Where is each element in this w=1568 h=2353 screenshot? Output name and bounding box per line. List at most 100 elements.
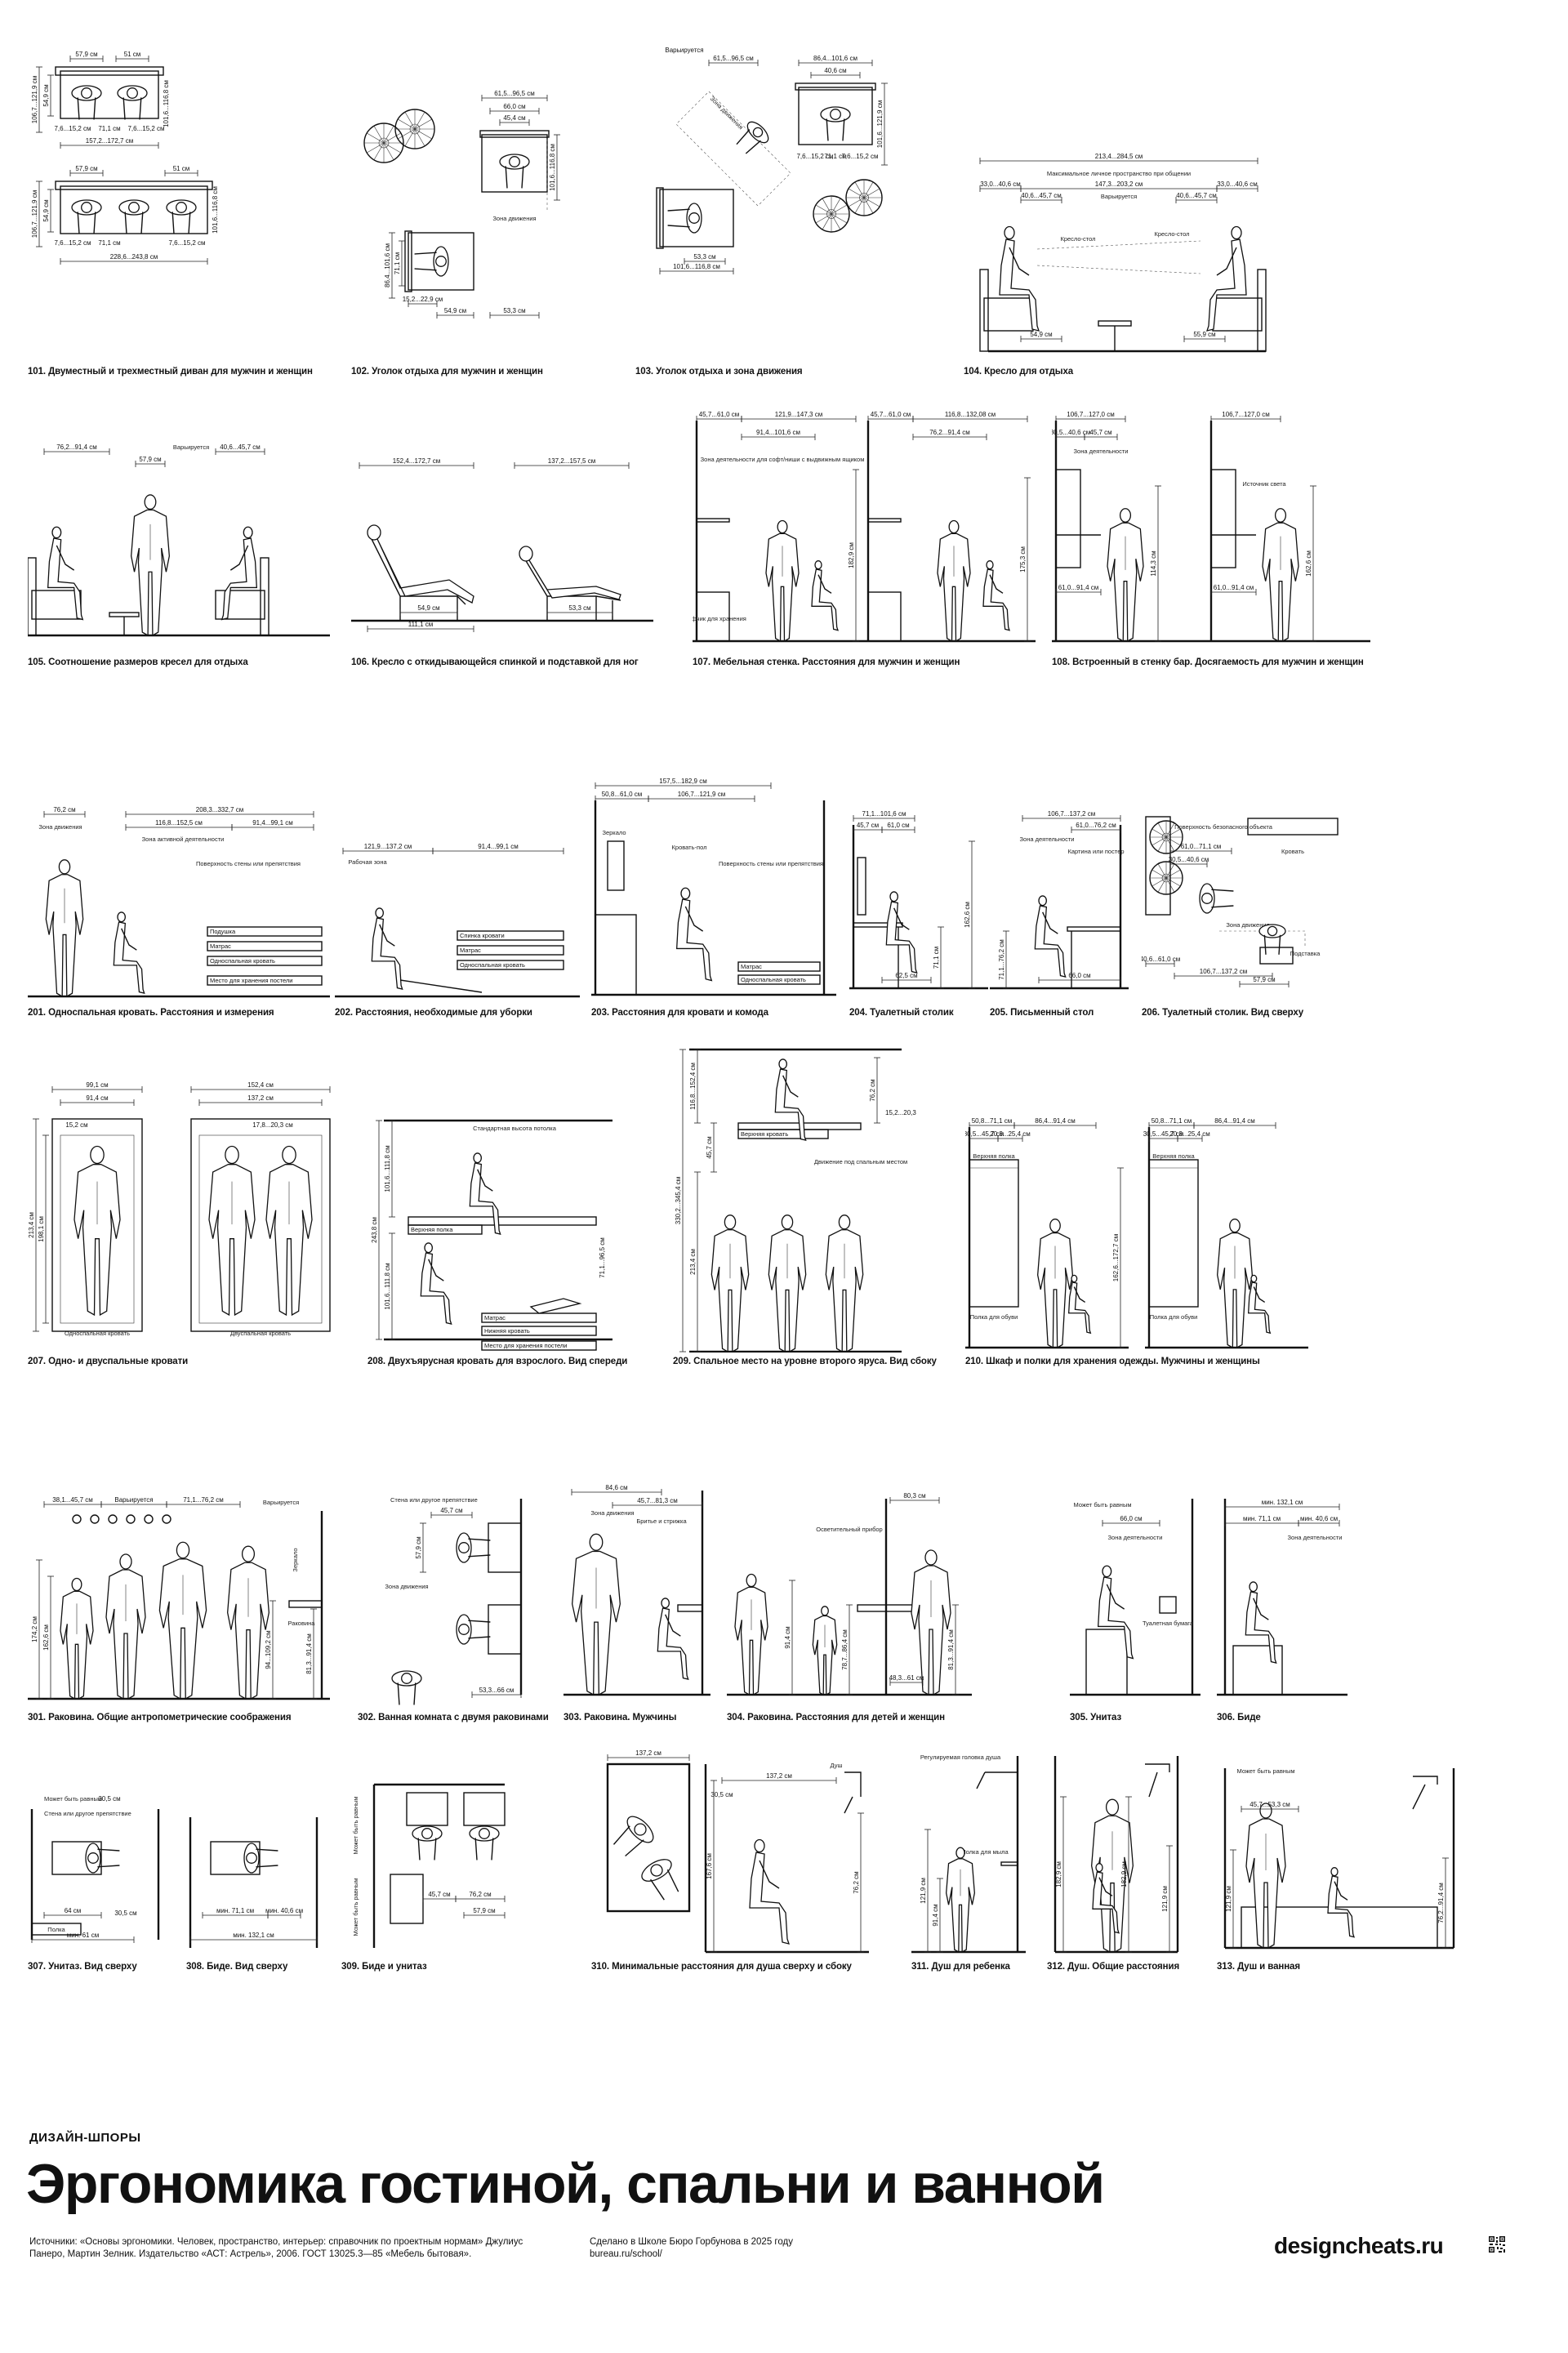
figure-caption: 210. Шкаф и полки для хранения одежды. М… <box>965 1357 1260 1366</box>
dimension-label: 147,3...203,2 см <box>1095 180 1143 188</box>
human-figure-seated <box>982 560 1010 631</box>
human-figure <box>946 1847 975 1954</box>
body <box>1034 905 1067 978</box>
plant-icon <box>813 195 850 233</box>
dimension-label: 162,6 см <box>964 902 971 928</box>
dimension-label: 91,4 см <box>932 1904 939 1926</box>
furniture <box>979 269 989 352</box>
dimension-label: Верхняя кровать <box>741 1130 788 1138</box>
human-figure-seated <box>885 891 918 974</box>
single-bed <box>51 1118 143 1332</box>
arm <box>1009 247 1030 276</box>
plant-leaf <box>1152 836 1167 846</box>
dimension-label: Матрас <box>210 943 231 950</box>
dimension-label: мин. 40,6 см <box>1300 1515 1338 1522</box>
dimension-label: Верхняя полка <box>1152 1152 1195 1160</box>
credits-made-in: Сделано в Школе Бюро Горбунова в 2025 го… <box>590 2237 793 2247</box>
human-figure-top <box>391 1670 422 1705</box>
body <box>572 1550 621 1696</box>
dimension-label: 106,7...121,9 см <box>678 791 725 798</box>
dimension-label: 53,3 см <box>503 307 525 314</box>
human-figure-top <box>667 203 702 234</box>
dimension-label: 121,9...137,2 см <box>364 843 412 850</box>
furniture <box>857 1604 887 1612</box>
plant-leaf <box>404 128 416 146</box>
head <box>90 1145 105 1165</box>
figure-caption: 306. Биде <box>1217 1713 1261 1722</box>
head <box>778 1058 787 1070</box>
arm <box>665 1614 681 1637</box>
dimension-label: 66,0 см <box>503 103 525 110</box>
light-bulb <box>162 1514 172 1524</box>
body <box>131 509 170 637</box>
figure-203: 157,5...182,9 см 50,8...61,0 см 106,7...12… <box>591 776 836 1018</box>
head <box>127 87 138 99</box>
figure-drawing: 121,9...137,2 см 91,4...99,1 см Рабочая зо… <box>335 843 580 998</box>
dresser-top <box>1145 816 1171 916</box>
dimension-label: Место для хранения постели <box>210 977 292 984</box>
human-figure-seated <box>220 526 258 621</box>
body <box>1247 1281 1272 1335</box>
plant-leaf <box>414 128 425 146</box>
body <box>105 1569 146 1700</box>
arm <box>684 906 704 932</box>
human-figure-seated <box>113 911 145 995</box>
human-figure <box>937 519 971 643</box>
figure-caption: 101. Двуместный и трехместный диван для … <box>28 367 313 377</box>
figure-drawing: 76,2 см 208,3...332,7 см 116,8...152,5 см 9… <box>28 806 330 998</box>
plant-leaf <box>848 188 865 198</box>
body <box>208 1164 256 1317</box>
shower-head <box>1145 1763 1170 1798</box>
dimension-label: 45,7...53,3 см <box>1250 1801 1290 1808</box>
brand-link[interactable]: designcheats.ru <box>1274 2233 1444 2258</box>
body <box>999 238 1040 332</box>
legs <box>122 97 142 120</box>
wardrobe <box>969 1159 1019 1308</box>
legs <box>474 1838 494 1861</box>
head <box>1004 225 1015 240</box>
figure-101: 57,9 см 51 см 106,7...121,9 см 54,9 см 157,2… <box>28 42 322 377</box>
furniture <box>1212 297 1263 332</box>
dimension-label: 91,4 см <box>784 1626 791 1648</box>
dimension-label: 182,9 см <box>1120 1861 1128 1887</box>
plant-core <box>378 137 390 149</box>
light-bulb <box>108 1514 118 1524</box>
legs <box>172 212 191 234</box>
dimension-label: Поверхность стены или препятствия <box>719 860 823 867</box>
plant-leaf <box>1157 863 1167 879</box>
human-figure-top <box>85 1843 120 1874</box>
plant-leaf <box>1152 869 1167 879</box>
recliner-chair <box>367 530 466 621</box>
label-box <box>481 1340 597 1351</box>
plant-leaf <box>1165 869 1181 879</box>
legs <box>826 118 845 141</box>
plant-icon <box>1149 861 1183 895</box>
human-figure <box>734 1573 768 1696</box>
dimension-label: 66,0 см <box>1120 1515 1142 1522</box>
figure-drawing: Варьируется 61,5...96,5 см 86,4...101,6 см… <box>656 47 888 274</box>
dimension-label: Кровать <box>1281 848 1304 855</box>
furniture <box>696 518 730 523</box>
body <box>657 1607 689 1681</box>
dimension-label: 30,5 см <box>114 1910 136 1917</box>
dimension-label: Зона деятельности <box>1074 448 1129 455</box>
furniture <box>867 518 902 523</box>
poster-title: Эргономика гостиной, спальни и ванной <box>26 2153 1105 2215</box>
credits-url[interactable]: bureau.ru/school/ <box>590 2249 662 2259</box>
human-figure-seated <box>657 1598 689 1681</box>
label-box <box>207 975 323 986</box>
figure-drawing: Может быть равным 66,0 см Зона деятельност… <box>1070 1499 1200 1696</box>
qr-code-icon <box>1488 2235 1506 2253</box>
furniture <box>1210 469 1236 568</box>
human-figure <box>227 1545 270 1700</box>
figure-drawing: Стандартная высота потолка Верхняя полка М… <box>371 1119 612 1351</box>
legs <box>414 252 437 271</box>
sink-2 <box>488 1604 522 1655</box>
furniture <box>55 180 213 190</box>
arm <box>989 574 1004 594</box>
dimension-label: 106,7...121,9 см <box>31 190 38 238</box>
plant-leaf <box>863 197 880 207</box>
plant-leaf <box>815 213 832 224</box>
dimension-label: 91,4 см <box>86 1094 108 1102</box>
figure-102: 61,5...96,5 см 66,0 см 45,4 см 101,6...116,… <box>351 90 629 377</box>
